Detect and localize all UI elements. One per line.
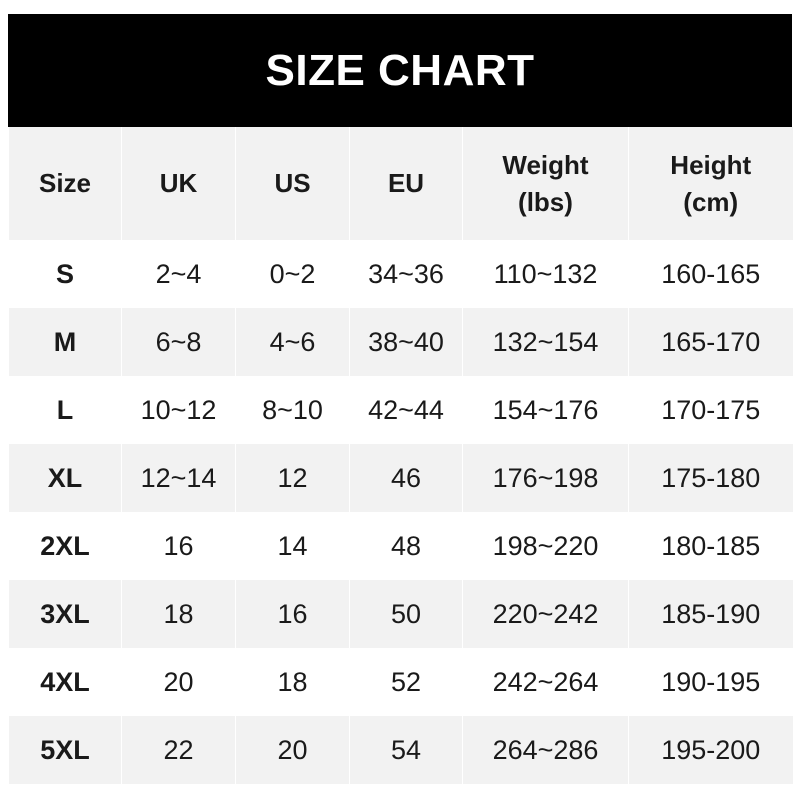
cell-uk: 12~14 [121,444,236,512]
cell-us: 0~2 [235,240,350,308]
cell-eu: 38~40 [349,308,463,376]
cell-size: 3XL [8,580,122,648]
cell-eu: 46 [349,444,463,512]
column-header-line2: (lbs) [518,186,573,217]
column-header-us: US [235,127,350,240]
column-header-line1: EU [387,168,425,198]
cell-size: M [8,308,122,376]
cell-size: 5XL [8,716,122,784]
cell-weight: 154~176 [462,376,629,444]
cell-us: 14 [235,512,350,580]
cell-eu: 42~44 [349,376,463,444]
table-row: S 2~4 0~2 34~36 110~132 160-165 [8,240,793,308]
cell-uk: 16 [121,512,236,580]
cell-size: 2XL [8,512,122,580]
cell-weight: 198~220 [462,512,629,580]
header-row: Size UK US EU Weight (lbs) Height (cm) [8,127,793,240]
column-header-line1: Size [38,168,92,198]
cell-us: 12 [235,444,350,512]
cell-uk: 6~8 [121,308,236,376]
table-row: 3XL 18 16 50 220~242 185-190 [8,580,793,648]
column-header-line1: Weight [502,149,589,180]
cell-height: 170-175 [628,376,793,444]
cell-uk: 20 [121,648,236,716]
cell-height: 195-200 [628,716,793,784]
cell-height: 175-180 [628,444,793,512]
cell-height: 185-190 [628,580,793,648]
cell-uk: 2~4 [121,240,236,308]
cell-us: 4~6 [235,308,350,376]
cell-height: 180-185 [628,512,793,580]
column-header-size: Size [8,127,122,240]
column-header-eu: EU [349,127,463,240]
column-header-line2: (cm) [683,186,739,217]
table-row: L 10~12 8~10 42~44 154~176 170-175 [8,376,793,444]
cell-size: L [8,376,122,444]
column-header-height: Height (cm) [628,127,793,240]
cell-height: 165-170 [628,308,793,376]
cell-weight: 242~264 [462,648,629,716]
cell-weight: 264~286 [462,716,629,784]
size-chart-table: Size UK US EU Weight (lbs) Height (cm) S 2~4 0~2 3… [8,127,793,784]
table-row: 5XL 22 20 54 264~286 195-200 [8,716,793,784]
column-header-line1: US [274,168,311,198]
table-row: M 6~8 4~6 38~40 132~154 165-170 [8,308,793,376]
cell-eu: 54 [349,716,463,784]
column-header-weight: Weight (lbs) [462,127,629,240]
table-row: 2XL 16 14 48 198~220 180-185 [8,512,793,580]
cell-us: 20 [235,716,350,784]
cell-height: 160-165 [628,240,793,308]
column-header-uk: UK [121,127,236,240]
cell-uk: 18 [121,580,236,648]
size-chart-title: SIZE CHART [8,14,792,127]
cell-us: 8~10 [235,376,350,444]
cell-eu: 52 [349,648,463,716]
cell-height: 190-195 [628,648,793,716]
cell-weight: 110~132 [462,240,629,308]
cell-eu: 50 [349,580,463,648]
cell-eu: 48 [349,512,463,580]
cell-us: 18 [235,648,350,716]
column-header-line1: UK [159,168,198,198]
cell-size: S [8,240,122,308]
cell-eu: 34~36 [349,240,463,308]
cell-size: XL [8,444,122,512]
cell-uk: 10~12 [121,376,236,444]
cell-us: 16 [235,580,350,648]
cell-weight: 176~198 [462,444,629,512]
column-header-line1: Height [670,149,752,180]
cell-weight: 220~242 [462,580,629,648]
cell-uk: 22 [121,716,236,784]
table-row: 4XL 20 18 52 242~264 190-195 [8,648,793,716]
cell-weight: 132~154 [462,308,629,376]
table-row: XL 12~14 12 46 176~198 175-180 [8,444,793,512]
cell-size: 4XL [8,648,122,716]
